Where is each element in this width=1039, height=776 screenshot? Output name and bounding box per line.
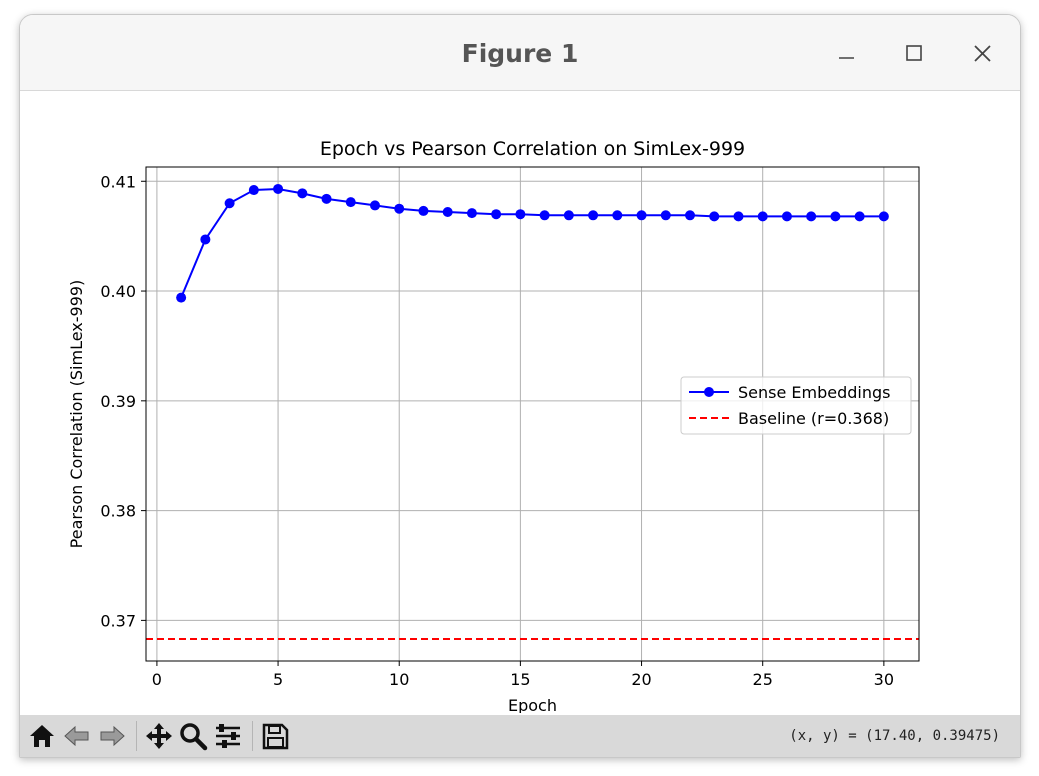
data-point [830,211,841,222]
configure-subplots-button[interactable] [213,721,243,751]
data-point [345,197,356,208]
x-tick-label: 15 [510,670,530,689]
chart-title: Epoch vs Pearson Correlation on SimLex-9… [320,138,745,160]
data-point [660,210,671,221]
back-icon [64,725,89,747]
forward-icon [100,725,125,747]
window-title: Figure 1 [461,39,579,68]
data-point [442,207,453,218]
figure-window: Figure 1 0 5 10 15 20 25 30 0.37 0.38 0.39 0.40 0.4… [19,14,1021,758]
minimize-button[interactable] [828,37,864,73]
y-tick-label: 0.41 [100,172,136,191]
data-point [200,234,211,245]
save-icon [262,723,289,750]
data-point [709,211,720,222]
cursor-coordinates: (x, y) = (17.40, 0.39475) [789,728,1000,744]
plot-area: 0 5 10 15 20 25 30 0.37 0.38 0.39 0.40 0.41 Epoch v… [20,91,1020,715]
data-layer [146,183,919,641]
toolbar-separator [136,721,137,751]
x-tick-label: 20 [631,670,651,689]
toolbar: (x, y) = (17.40, 0.39475) [20,715,1020,757]
data-point [273,183,284,194]
home-icon [30,725,54,747]
data-point [176,292,187,303]
back-button[interactable] [62,721,92,751]
data-point [321,193,332,204]
zoom-icon [180,723,208,751]
x-tick-label: 0 [152,670,162,689]
y-tick-label: 0.40 [100,282,136,301]
title-bar: Figure 1 [20,15,1020,91]
pan-icon [146,723,172,749]
save-button[interactable] [260,721,290,751]
data-point [733,211,744,222]
y-tick-label: 0.38 [100,502,136,521]
data-point [418,205,429,216]
home-button[interactable] [27,721,57,751]
data-point [466,208,477,219]
pan-button[interactable] [144,721,174,751]
data-point [224,198,235,209]
data-point [878,211,889,222]
ticks: 0 5 10 15 20 25 30 0.37 0.38 0.39 0.40 0.41 [100,172,894,689]
y-axis-label: Pearson Correlation (SimLex-999) [67,280,86,549]
axes-frame [145,166,920,662]
minimize-icon [839,57,854,59]
x-tick-label: 10 [389,670,409,689]
x-tick-label: 30 [874,670,894,689]
data-point [612,210,623,221]
legend-label-baseline: Baseline (r=0.368) [738,409,889,428]
series-line-sense-embeddings [180,187,884,299]
data-point [394,203,405,214]
data-point [539,210,550,221]
data-point [806,211,817,222]
legend-label-sense: Sense Embeddings [738,383,891,402]
data-point [297,188,308,199]
data-point [491,209,502,220]
x-axis-label: Epoch [508,696,557,713]
x-tick-label: 5 [273,670,283,689]
zoom-button[interactable] [178,721,208,751]
forward-button[interactable] [97,721,127,751]
maximize-icon [906,45,922,61]
legend: Sense Embeddings Baseline (r=0.368) [680,376,912,435]
data-point [563,210,574,221]
maximize-button[interactable] [896,37,932,73]
x-tick-label: 25 [753,670,773,689]
data-point [781,211,792,222]
data-point [515,209,526,220]
data-point [854,211,865,222]
data-point [248,185,259,196]
data-point [369,200,380,211]
data-point [588,210,599,221]
close-icon [974,45,991,62]
legend-box [680,376,912,435]
legend-marker-sense [704,387,714,397]
configure-subplots-icon [216,724,240,748]
data-point [685,210,696,221]
close-button[interactable] [964,37,1000,73]
y-tick-label: 0.39 [100,392,136,411]
data-point [636,210,647,221]
chart[interactable]: 0 5 10 15 20 25 30 0.37 0.38 0.39 0.40 0.41 Epoch v… [20,91,1020,715]
toolbar-separator [252,721,253,751]
data-point [757,211,768,222]
y-tick-label: 0.37 [100,611,136,630]
